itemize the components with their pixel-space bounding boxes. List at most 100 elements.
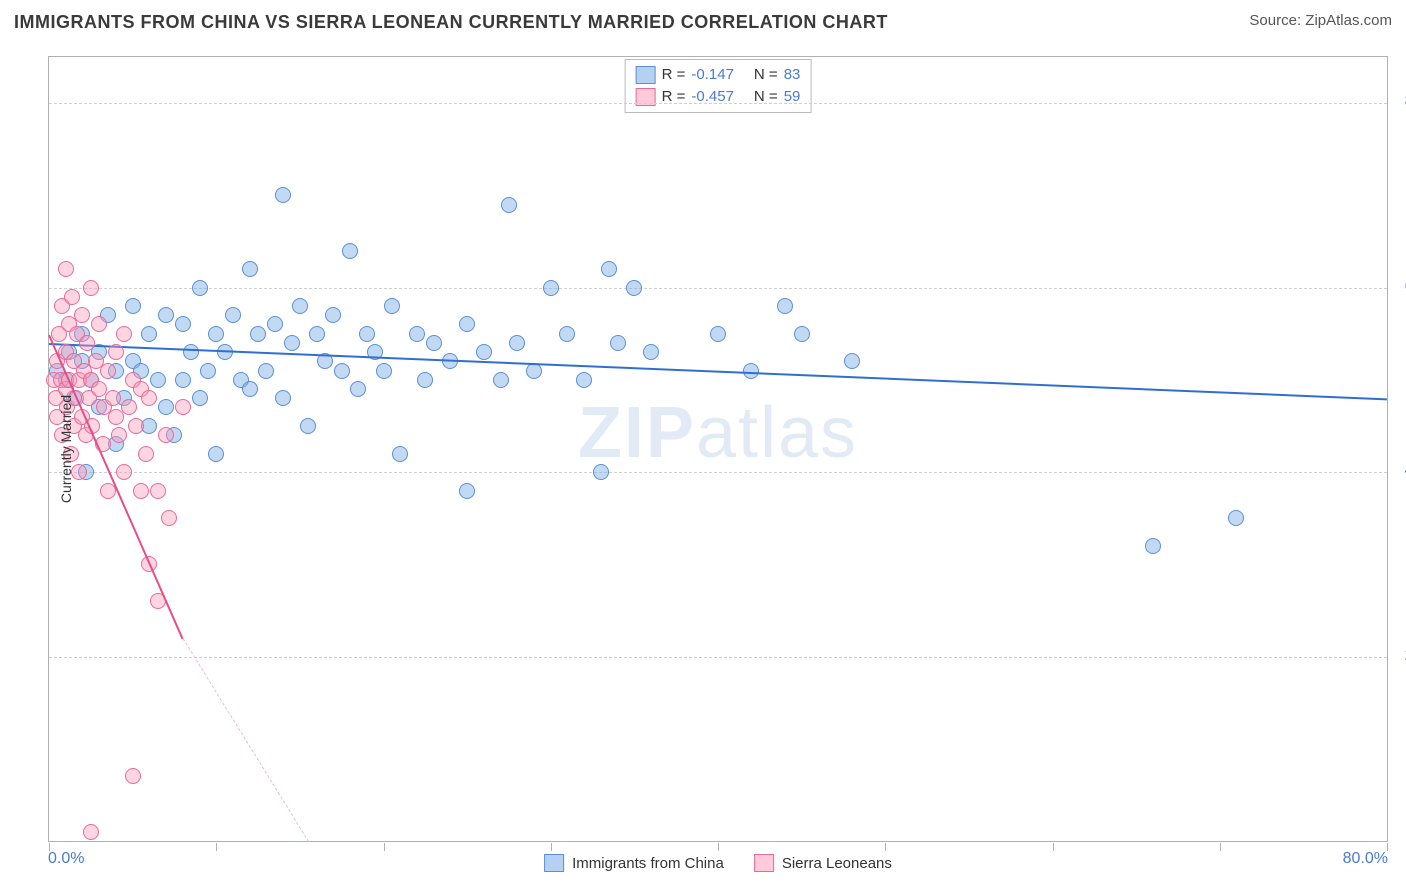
data-point — [1145, 538, 1161, 554]
y-tick-label: 80.0% — [1394, 93, 1406, 111]
data-point — [183, 344, 199, 360]
data-point — [334, 363, 350, 379]
y-tick-label: 60.0% — [1394, 278, 1406, 296]
data-point — [74, 307, 90, 323]
data-point — [141, 326, 157, 342]
data-point — [593, 464, 609, 480]
swatch-pink-icon — [754, 854, 774, 872]
data-point — [175, 316, 191, 332]
data-point — [208, 326, 224, 342]
x-axis-min-label: 0.0% — [48, 850, 84, 868]
x-axis-max-label: 80.0% — [1343, 850, 1388, 868]
data-point — [384, 298, 400, 314]
data-point — [292, 298, 308, 314]
data-point — [116, 326, 132, 342]
data-point — [125, 298, 141, 314]
data-point — [192, 390, 208, 406]
data-point — [1228, 510, 1244, 526]
data-point — [501, 197, 517, 213]
y-tick-label: 40.0% — [1394, 462, 1406, 480]
data-point — [105, 390, 121, 406]
data-point — [493, 372, 509, 388]
data-point — [225, 307, 241, 323]
data-point — [777, 298, 793, 314]
watermark: ZIPatlas — [578, 392, 858, 474]
x-tick — [551, 843, 552, 851]
data-point — [175, 372, 191, 388]
data-point — [250, 326, 266, 342]
gridline — [49, 103, 1387, 104]
legend-series: Immigrants from China Sierra Leoneans — [544, 854, 892, 872]
data-point — [192, 280, 208, 296]
data-point — [359, 326, 375, 342]
swatch-blue-icon — [636, 66, 656, 84]
source-label: Source: — [1249, 12, 1301, 29]
data-point — [417, 372, 433, 388]
data-point — [710, 326, 726, 342]
data-point — [158, 399, 174, 415]
legend-item-sierra-leone: Sierra Leoneans — [754, 854, 892, 872]
gridline — [49, 472, 1387, 473]
data-point — [128, 418, 144, 434]
data-point — [376, 363, 392, 379]
data-point — [350, 381, 366, 397]
gridline — [49, 657, 1387, 658]
x-tick — [384, 843, 385, 851]
data-point — [267, 316, 283, 332]
data-point — [476, 344, 492, 360]
data-point — [392, 446, 408, 462]
data-point — [626, 280, 642, 296]
source-attribution: Source: ZipAtlas.com — [1249, 12, 1392, 29]
data-point — [794, 326, 810, 342]
data-point — [509, 335, 525, 351]
data-point — [58, 261, 74, 277]
source-link[interactable]: ZipAtlas.com — [1305, 12, 1392, 29]
x-tick — [885, 843, 886, 851]
data-point — [743, 363, 759, 379]
data-point — [610, 335, 626, 351]
data-point — [83, 824, 99, 840]
data-point — [125, 768, 141, 784]
data-point — [150, 483, 166, 499]
data-point — [426, 335, 442, 351]
data-point — [91, 316, 107, 332]
data-point — [300, 418, 316, 434]
data-point — [258, 363, 274, 379]
data-point — [208, 446, 224, 462]
data-point — [138, 446, 154, 462]
data-point — [559, 326, 575, 342]
legend-row-blue: R = -0.147 N = 83 — [636, 64, 801, 86]
x-tick — [1053, 843, 1054, 851]
data-point — [309, 326, 325, 342]
data-point — [121, 399, 137, 415]
data-point — [601, 261, 617, 277]
y-axis-label: Currently Married — [58, 395, 74, 503]
data-point — [459, 316, 475, 332]
data-point — [284, 335, 300, 351]
data-point — [108, 344, 124, 360]
data-point — [200, 363, 216, 379]
data-point — [543, 280, 559, 296]
data-point — [175, 399, 191, 415]
data-point — [844, 353, 860, 369]
legend-item-china: Immigrants from China — [544, 854, 724, 872]
data-point — [275, 390, 291, 406]
gridline — [49, 288, 1387, 289]
y-tick-label: 20.0% — [1394, 647, 1406, 665]
data-point — [342, 243, 358, 259]
data-point — [100, 363, 116, 379]
x-tick — [216, 843, 217, 851]
plot-area: ZIPatlas R = -0.147 N = 83 R = -0.457 N … — [48, 56, 1388, 842]
data-point — [643, 344, 659, 360]
legend-correlation: R = -0.147 N = 83 R = -0.457 N = 59 — [625, 59, 812, 113]
data-point — [459, 483, 475, 499]
chart-title: IMMIGRANTS FROM CHINA VS SIERRA LEONEAN … — [14, 12, 888, 32]
trend-line — [182, 638, 308, 841]
data-point — [325, 307, 341, 323]
data-point — [158, 307, 174, 323]
x-tick — [1220, 843, 1221, 851]
data-point — [275, 187, 291, 203]
plot-canvas: ZIPatlas R = -0.147 N = 83 R = -0.457 N … — [48, 56, 1388, 842]
legend-row-pink: R = -0.457 N = 59 — [636, 86, 801, 108]
data-point — [133, 483, 149, 499]
